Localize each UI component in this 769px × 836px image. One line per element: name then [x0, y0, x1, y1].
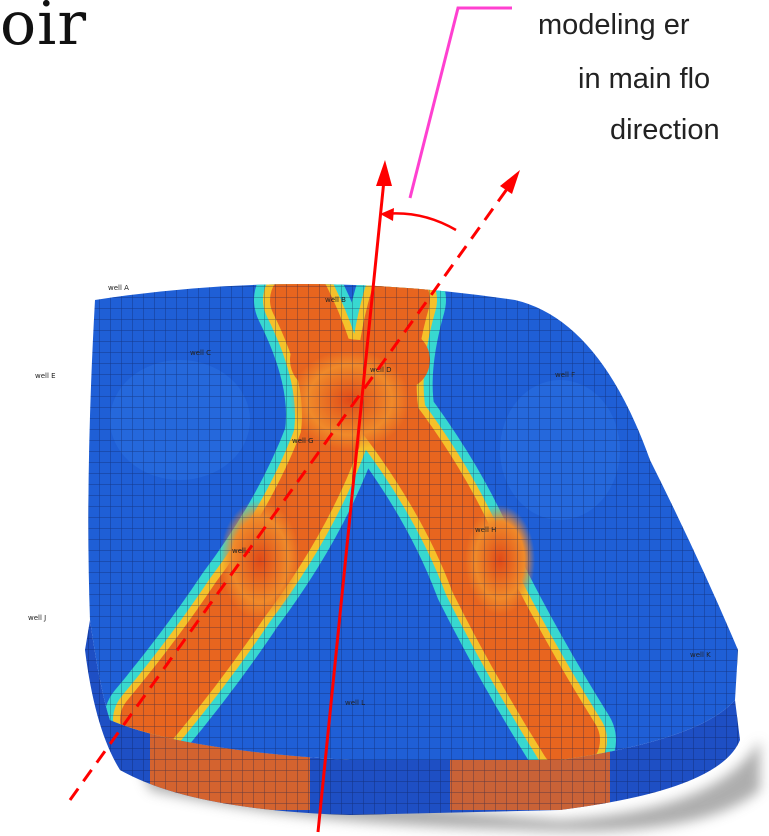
well-labels: well A well B well C well D well E well …: [28, 284, 711, 707]
well-label: well K: [690, 651, 711, 659]
well-label: well L: [345, 699, 365, 707]
callout-line: [408, 6, 512, 199]
well-label: well F: [555, 371, 575, 379]
well-label: well E: [35, 372, 56, 380]
annotation-line-2: in main flo: [578, 63, 711, 95]
main-flow-direction-line: [316, 179, 386, 833]
model-top-surface: [88, 284, 739, 760]
main-flow-direction-arrowhead: [376, 160, 392, 186]
angle-arc-arrowhead: [380, 208, 394, 221]
annotation-line-1: modeling er: [538, 9, 690, 41]
slide-title-fragment: oir: [0, 0, 87, 59]
annotation-line-3: direction: [610, 114, 720, 146]
well-label: well C: [190, 349, 211, 357]
angle-arc: [382, 212, 457, 232]
well-label: well B: [325, 296, 346, 304]
well-label: well D: [370, 366, 392, 374]
dashed-direction-line: [68, 181, 514, 801]
well-label: well G: [292, 437, 314, 445]
dashed-direction-arrowhead: [500, 170, 520, 194]
well-label: well J: [28, 614, 46, 622]
well-label: well I: [232, 547, 250, 555]
well-label: well A: [108, 284, 129, 292]
well-label: well H: [475, 526, 496, 534]
